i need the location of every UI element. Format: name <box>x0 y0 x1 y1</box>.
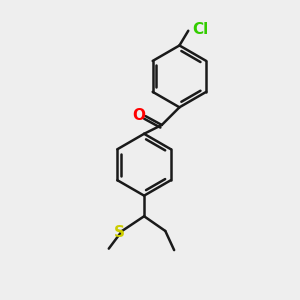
Text: O: O <box>133 108 146 123</box>
Text: S: S <box>114 225 124 240</box>
Text: Cl: Cl <box>193 22 209 37</box>
